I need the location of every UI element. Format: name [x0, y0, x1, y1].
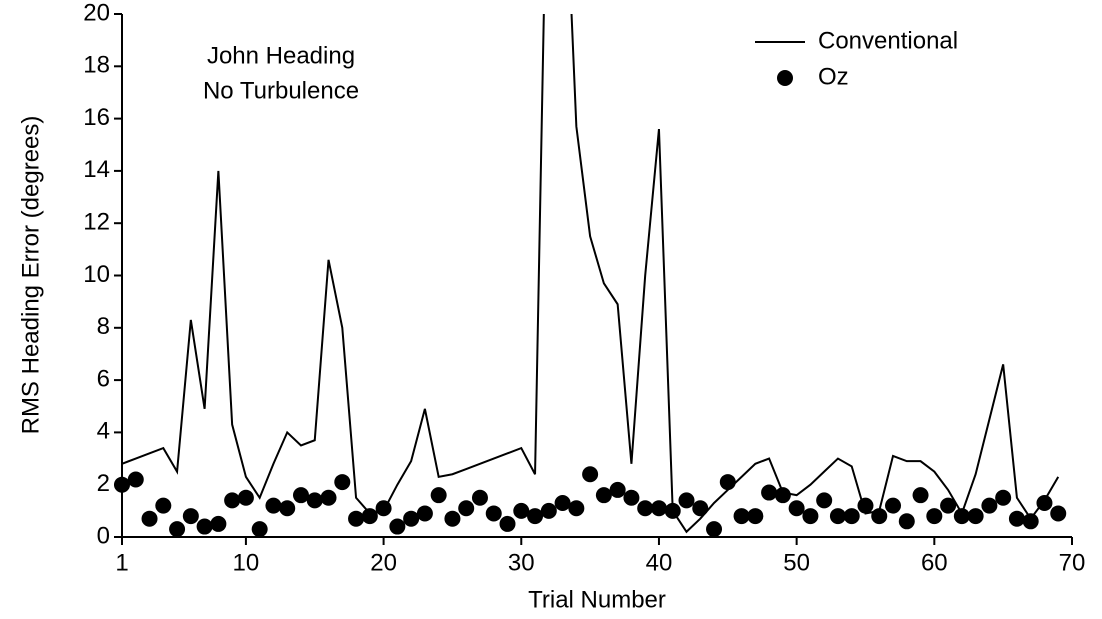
- point: [719, 474, 736, 491]
- point: [1050, 505, 1067, 522]
- point: [1008, 510, 1025, 527]
- y-tick-label: 20: [83, 0, 110, 26]
- point: [169, 521, 186, 538]
- point: [554, 495, 571, 512]
- point: [499, 515, 516, 532]
- point: [1022, 513, 1039, 530]
- point: [182, 508, 199, 525]
- x-tick-label: 40: [646, 549, 673, 576]
- point: [981, 497, 998, 514]
- point: [416, 505, 433, 522]
- point: [485, 505, 502, 522]
- y-tick-label: 18: [83, 52, 110, 79]
- point: [898, 513, 915, 530]
- point: [857, 497, 874, 514]
- point: [995, 489, 1012, 506]
- y-tick-label: 16: [83, 104, 110, 131]
- y-tick-label: 2: [97, 470, 110, 497]
- point: [279, 500, 296, 517]
- point: [802, 508, 819, 525]
- point: [306, 492, 323, 509]
- x-tick-label: 60: [921, 549, 948, 576]
- point: [623, 489, 640, 506]
- y-tick-label: 4: [97, 418, 110, 445]
- annotation: No Turbulence: [203, 77, 359, 104]
- legend-swatch: [777, 70, 793, 86]
- legend-label: Conventional: [818, 27, 958, 54]
- point: [843, 508, 860, 525]
- point: [885, 497, 902, 514]
- x-tick-label: 50: [783, 549, 810, 576]
- point: [940, 497, 957, 514]
- point: [389, 518, 406, 535]
- point: [582, 466, 599, 483]
- y-tick-label: 0: [97, 522, 110, 549]
- point: [912, 487, 929, 504]
- x-axis-label: Trial Number: [528, 586, 666, 613]
- point: [361, 508, 378, 525]
- point: [609, 481, 626, 498]
- point: [251, 521, 268, 538]
- point: [210, 515, 227, 532]
- point: [430, 487, 447, 504]
- point: [196, 518, 213, 535]
- point: [348, 510, 365, 527]
- x-tick-label: 10: [233, 549, 260, 576]
- point: [155, 497, 172, 514]
- point: [788, 500, 805, 517]
- point: [706, 521, 723, 538]
- y-axis-label: RMS Heading Error (degrees): [17, 116, 44, 435]
- point: [595, 487, 612, 504]
- x-tick-label: 30: [508, 549, 535, 576]
- point: [1036, 495, 1053, 512]
- x-tick-label: 70: [1059, 549, 1086, 576]
- annotation: John Heading: [207, 42, 355, 69]
- point: [761, 484, 778, 501]
- point: [637, 500, 654, 517]
- point: [403, 510, 420, 527]
- point: [650, 500, 667, 517]
- point: [444, 510, 461, 527]
- point: [967, 508, 984, 525]
- point: [114, 476, 130, 493]
- x-tick-label: 20: [370, 549, 397, 576]
- y-tick-label: 6: [97, 365, 110, 392]
- point: [953, 508, 970, 525]
- point: [320, 489, 337, 506]
- y-tick-label: 8: [97, 313, 110, 340]
- point: [224, 492, 241, 509]
- point: [733, 508, 750, 525]
- point: [829, 508, 846, 525]
- point: [458, 500, 475, 517]
- point: [513, 502, 530, 519]
- y-tick-label: 14: [83, 156, 110, 183]
- x-tick-label: 1: [115, 549, 128, 576]
- point: [568, 500, 585, 517]
- point: [265, 497, 282, 514]
- point: [334, 474, 351, 491]
- line: [122, 14, 1060, 534]
- point: [816, 492, 833, 509]
- point: [237, 489, 254, 506]
- point: [375, 500, 392, 517]
- point: [926, 508, 943, 525]
- point: [527, 508, 544, 525]
- point: [664, 502, 681, 519]
- point: [127, 471, 144, 488]
- point: [747, 508, 764, 525]
- point: [540, 502, 557, 519]
- point: [141, 510, 158, 527]
- point: [471, 489, 488, 506]
- point: [692, 500, 709, 517]
- point: [678, 492, 695, 509]
- point: [774, 487, 791, 504]
- y-tick-label: 12: [83, 209, 110, 236]
- legend-label: Oz: [818, 63, 849, 90]
- y-tick-label: 10: [83, 261, 110, 288]
- point: [292, 487, 309, 504]
- point: [871, 508, 888, 525]
